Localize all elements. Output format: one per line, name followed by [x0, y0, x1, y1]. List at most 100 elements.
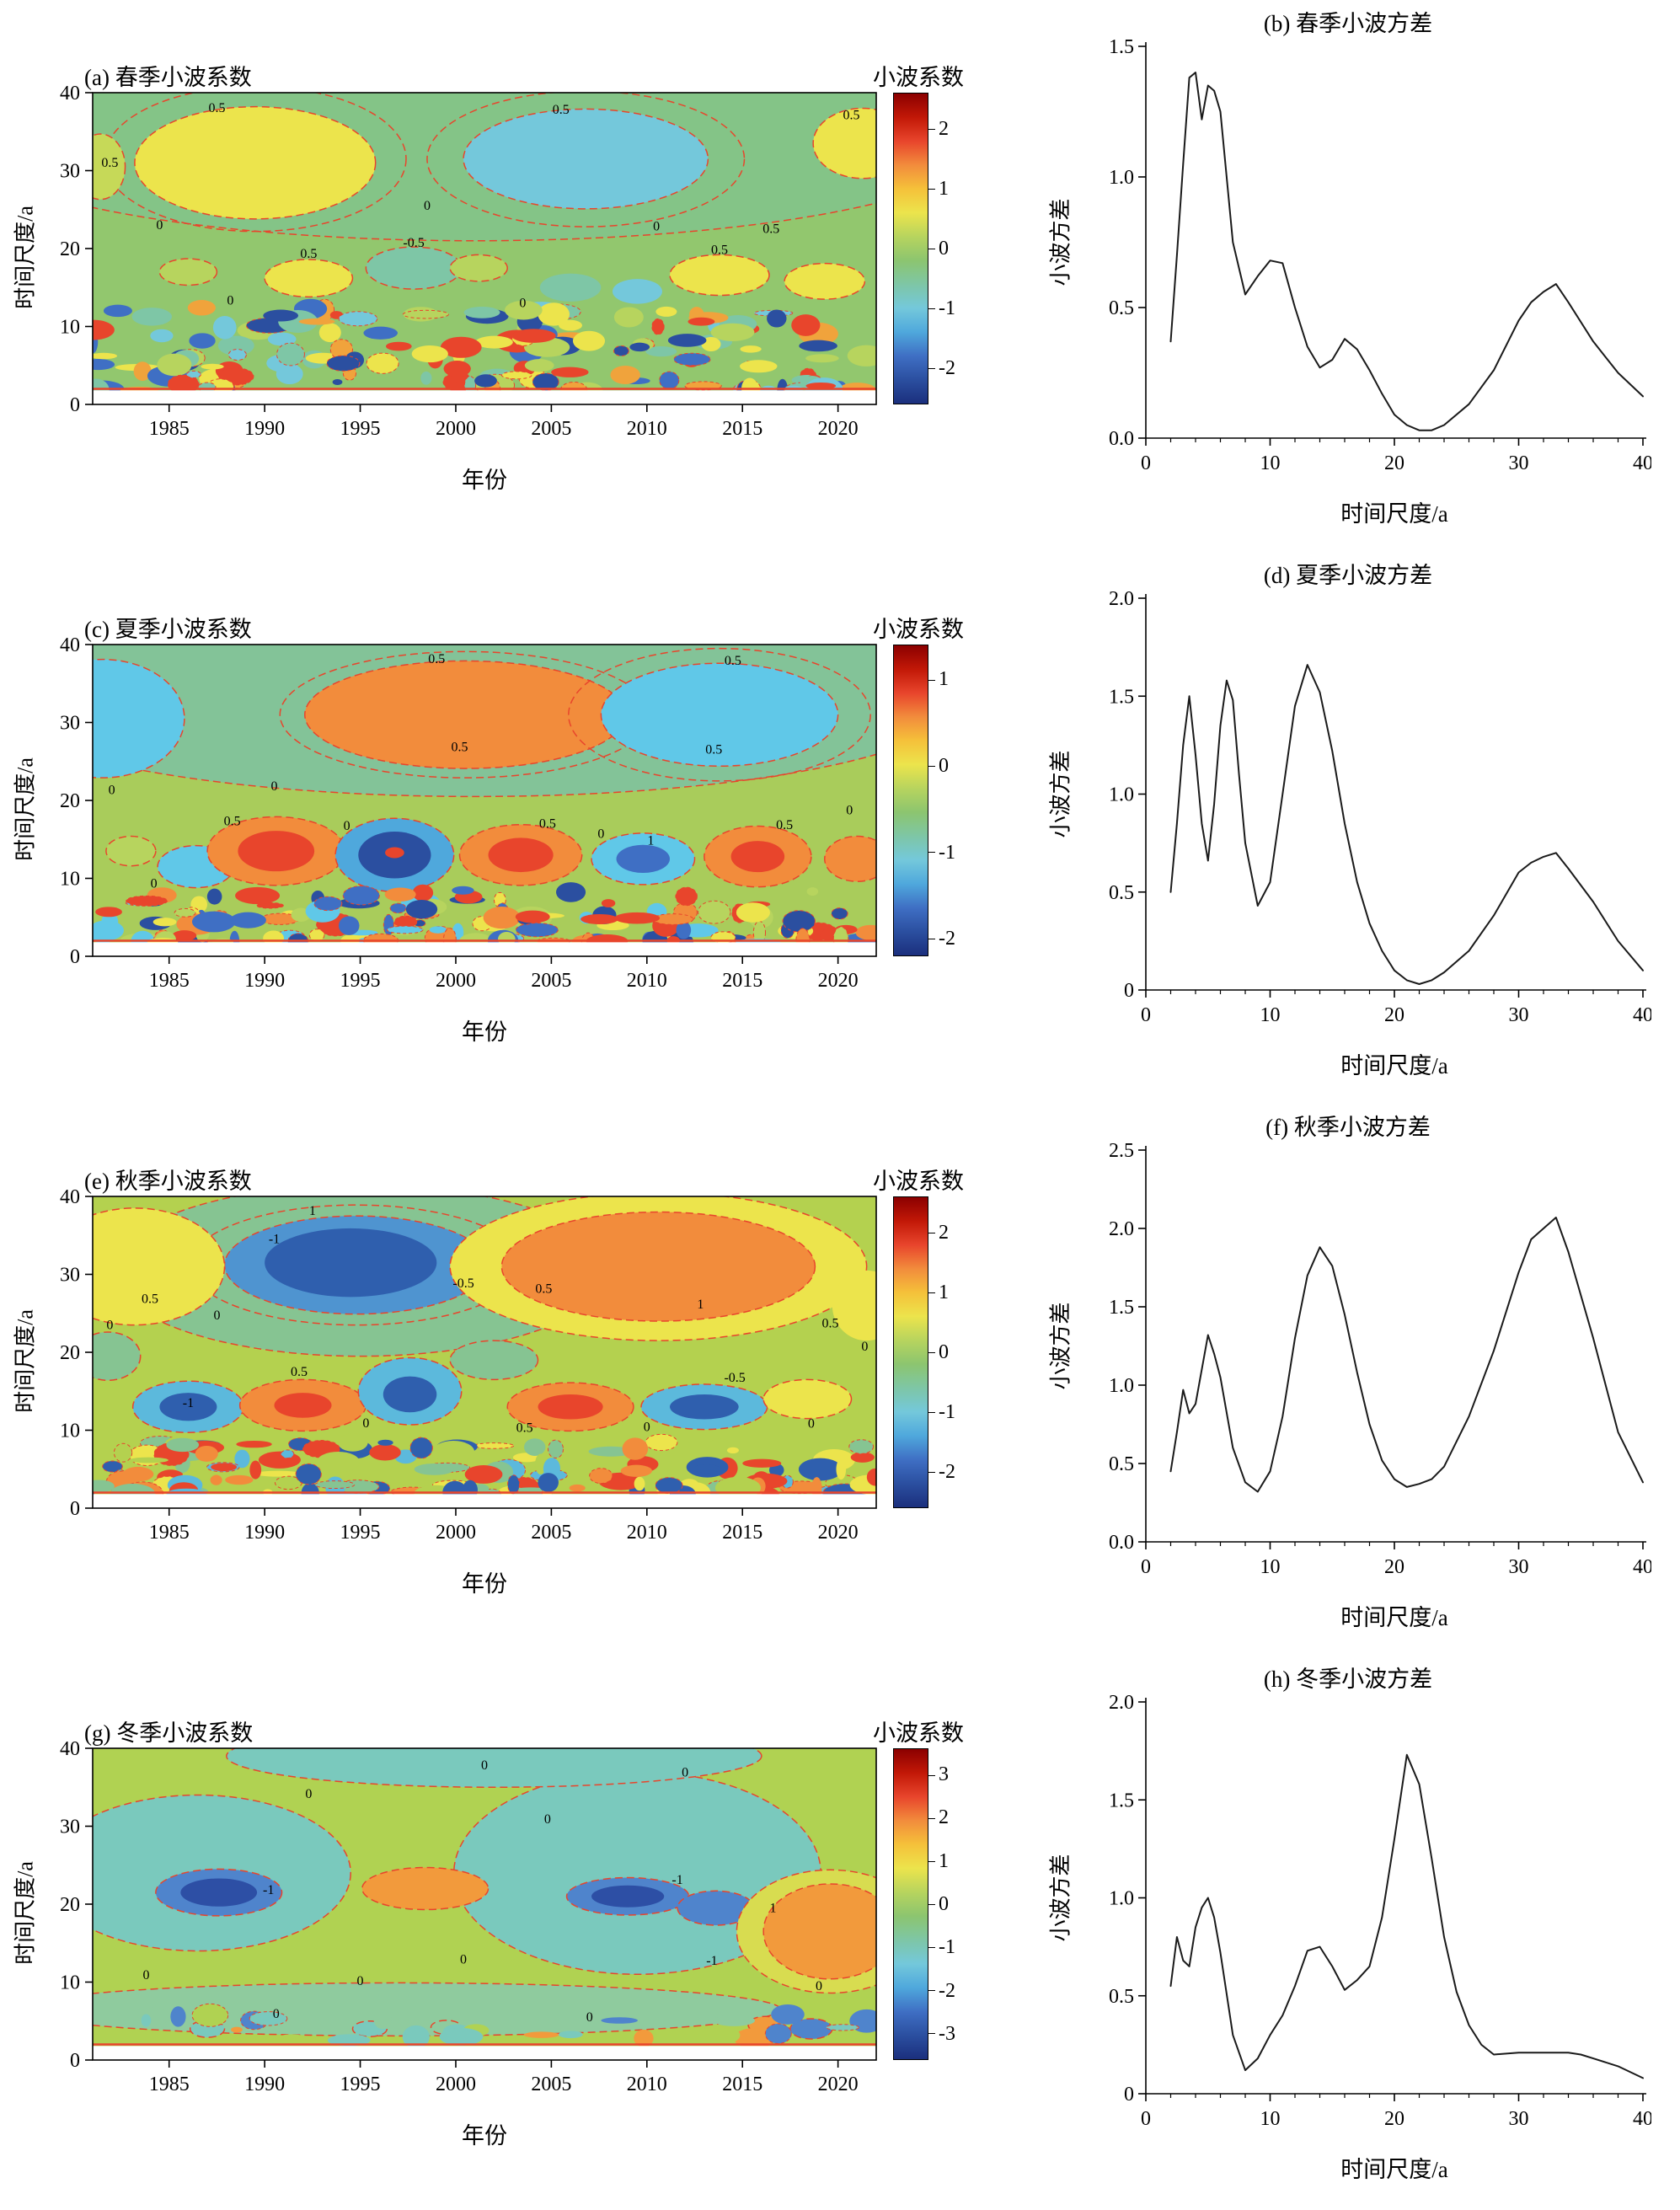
colorbar-tick [928, 308, 935, 309]
svg-text:2.0: 2.0 [1109, 1218, 1134, 1240]
svg-text:0: 0 [270, 779, 277, 794]
colorbar-tick [928, 766, 935, 768]
panel-title: (g) 冬季小波系数 [84, 1720, 254, 1746]
colorbar-tick [928, 367, 935, 369]
colorbar-tick-labels: 2 1 0 -1 -2 [939, 93, 986, 404]
svg-text:2.5: 2.5 [1109, 1140, 1134, 1162]
svg-text:0.5: 0.5 [762, 222, 779, 237]
figure-row-spring: (a) 春季小波系数 小波系数 时间尺度/a 0.5 0.5 0.5 0.5 0 0 0 0.… [0, 0, 1680, 552]
y-axis-label: 小波方差 [1048, 1854, 1073, 1942]
colorbar-tick [928, 852, 935, 853]
svg-text:2020: 2020 [818, 418, 859, 440]
svg-text:0: 0 [861, 1340, 868, 1354]
svg-text:-0.5: -0.5 [724, 1371, 745, 1385]
figure-row-autumn: (e) 秋季小波系数 小波系数 时间尺度/a 1 -1 -0.5 0.5 0 0.5 1 0.… [0, 1104, 1680, 1656]
panel-c-summer-wavelet-coefficients: (c) 夏季小波系数 小波系数 时间尺度/a 0.5 0.5 0.5 0.5 0 0 0.5… [0, 552, 1045, 1104]
svg-text:1985: 1985 [149, 970, 190, 992]
colorbar: 1 0 -1 -2 [893, 645, 986, 956]
panel-title: (f) 秋季小波方差 [1265, 1115, 1431, 1140]
svg-text:2.0: 2.0 [1109, 588, 1134, 610]
colorbar-tick-label: -1 [939, 841, 955, 864]
panel-title: (e) 秋季小波系数 [84, 1169, 252, 1194]
svg-text:0: 0 [653, 220, 660, 234]
svg-text:1995: 1995 [340, 1522, 381, 1544]
svg-text:1.0: 1.0 [1109, 167, 1134, 189]
svg-text:0.5: 0.5 [101, 156, 118, 170]
svg-text:20: 20 [60, 1894, 80, 1916]
svg-text:1.5: 1.5 [1109, 686, 1134, 708]
svg-text:30: 30 [1509, 1004, 1529, 1026]
svg-text:0: 0 [682, 1765, 688, 1779]
svg-text:0: 0 [109, 784, 115, 798]
svg-text:0: 0 [357, 1974, 364, 1988]
svg-text:10: 10 [60, 869, 80, 891]
svg-text:40: 40 [1633, 1004, 1651, 1026]
y-axis-label: 小波方差 [1048, 198, 1073, 286]
svg-text:0: 0 [481, 1758, 488, 1773]
colorbar-tick-label: 2 [939, 117, 949, 140]
colorbar-tick-labels: 2 1 0 -1 -2 [939, 1196, 986, 1508]
svg-text:1995: 1995 [340, 970, 381, 992]
panel-g-winter-wavelet-coefficients: (g) 冬季小波系数 小波系数 时间尺度/a 0 0 0 0 -1 -1 1 0 0 0 -1 0 0 0… [0, 1656, 1045, 2207]
svg-text:0: 0 [106, 1318, 113, 1332]
colorbar-title: 小波系数 [873, 1720, 964, 1746]
svg-text:0: 0 [597, 827, 604, 841]
svg-text:30: 30 [60, 1265, 80, 1287]
contour-plot: 1 -1 -0.5 0.5 0 0.5 1 0.5 0 0 -0.5 -1 0.5 0 0.5 0 0 1985 1… [60, 1188, 877, 1544]
svg-text:0.5: 0.5 [300, 247, 317, 261]
contour-plot: 0.5 0.5 0.5 0.5 0 0 0 0.5 0.5 -0.5 0.5 0 0 1985 1990 19… [60, 84, 877, 440]
svg-text:0: 0 [344, 819, 350, 833]
colorbar-tick-label: -1 [939, 297, 955, 320]
svg-text:0: 0 [143, 1968, 150, 1983]
svg-text:0.5: 0.5 [208, 101, 225, 115]
svg-text:0: 0 [424, 199, 431, 213]
x-axis-label: 年份 [462, 2123, 507, 2148]
panel-title: (d) 夏季小波方差 [1263, 563, 1433, 588]
svg-text:0: 0 [644, 1420, 650, 1434]
figure-row-summer: (c) 夏季小波系数 小波系数 时间尺度/a 0.5 0.5 0.5 0.5 0 0 0.5… [0, 552, 1680, 1104]
colorbar-tick [928, 1904, 935, 1905]
svg-text:1985: 1985 [149, 418, 190, 440]
colorbar-tick-label: 1 [939, 177, 949, 200]
svg-text:2010: 2010 [627, 418, 667, 440]
svg-text:0.5: 0.5 [822, 1316, 839, 1330]
panel-e-autumn-wavelet-coefficients: (e) 秋季小波系数 小波系数 时间尺度/a 1 -1 -0.5 0.5 0 0.5 1 0.… [0, 1104, 1045, 1656]
svg-text:-0.5: -0.5 [452, 1276, 474, 1291]
x-axis-label: 时间尺度/a [1340, 2157, 1448, 2182]
colorbar-tick [928, 1860, 935, 1862]
svg-text:1.5: 1.5 [1109, 1790, 1134, 1811]
colorbar-tick [928, 1990, 935, 1992]
svg-text:2000: 2000 [436, 2074, 476, 2095]
svg-text:2005: 2005 [531, 2074, 571, 2095]
svg-text:0.5: 0.5 [539, 816, 556, 831]
svg-text:0: 0 [544, 1812, 551, 1827]
svg-text:10: 10 [60, 317, 80, 339]
svg-text:2005: 2005 [531, 1522, 571, 1544]
svg-text:0.5: 0.5 [1109, 882, 1134, 904]
colorbar-tick-label: 0 [939, 754, 949, 777]
svg-text:2010: 2010 [627, 1522, 667, 1544]
colorbar-title: 小波系数 [873, 1169, 964, 1194]
colorbar-tick-labels: 3 2 1 0 -1 -2 -3 [939, 1748, 986, 2060]
svg-text:40: 40 [1633, 2108, 1651, 2130]
svg-text:20: 20 [60, 238, 80, 260]
svg-text:2010: 2010 [627, 970, 667, 992]
svg-text:30: 30 [1509, 452, 1529, 474]
line-plot: 0 10 20 30 40 0 0.5 1.0 1.5 2.0 [1109, 1692, 1651, 2130]
svg-text:1: 1 [647, 834, 654, 848]
panel-d-summer-wavelet-variance: (d) 夏季小波方差 小波方差 0 10 20 30 40 0 0.5 1.0 1.5 2.0 时… [1045, 552, 1680, 1104]
svg-text:40: 40 [60, 1188, 80, 1208]
svg-text:30: 30 [60, 161, 80, 183]
colorbar: 3 2 1 0 -1 -2 -3 [893, 1748, 986, 2060]
svg-text:2010: 2010 [627, 2074, 667, 2095]
svg-text:20: 20 [1384, 1556, 1404, 1578]
colorbar-title: 小波系数 [873, 617, 964, 642]
svg-text:0: 0 [1141, 452, 1151, 474]
svg-text:2020: 2020 [818, 970, 859, 992]
colorbar-tick-label: 1 [939, 668, 949, 691]
colorbar-gradient [893, 1748, 935, 2060]
svg-text:1990: 1990 [244, 418, 285, 440]
svg-text:0: 0 [846, 804, 853, 818]
colorbar-tick [928, 1947, 935, 1949]
